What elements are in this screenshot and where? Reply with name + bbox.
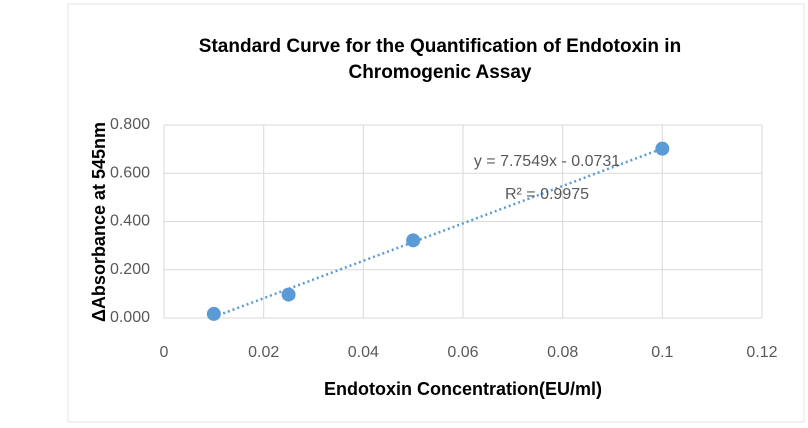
- x-tick-label: 0.1: [651, 344, 673, 361]
- y-tick-label: 0.800: [110, 116, 150, 133]
- trendline-equation: y = 7.7549x - 0.0731: [474, 153, 620, 170]
- x-tick-label: 0.02: [248, 344, 279, 361]
- data-point: [655, 141, 670, 156]
- data-point: [406, 233, 421, 248]
- x-tick-label: 0.06: [447, 344, 478, 361]
- y-tick-label: 0.400: [110, 213, 150, 230]
- y-tick-label: 0.000: [110, 309, 150, 326]
- y-axis-title: ΔAbsorbance at 545nm: [89, 122, 109, 322]
- chart-title: Chromogenic Assay: [348, 62, 531, 83]
- chart-border: [67, 3, 805, 423]
- x-tick-label: 0.04: [348, 344, 379, 361]
- x-tick-label: 0.08: [547, 344, 578, 361]
- x-tick-label: 0: [160, 344, 169, 361]
- data-point: [281, 287, 296, 302]
- r-squared: R² = 0.9975: [505, 186, 589, 203]
- trendline: [213, 147, 663, 319]
- x-tick-label: 0.12: [746, 344, 777, 361]
- x-axis-title: Endotoxin Concentration(EU/ml): [324, 379, 602, 399]
- data-point: [206, 306, 221, 321]
- chart-title: Standard Curve for the Quantification of…: [199, 36, 681, 57]
- y-tick-label: 0.200: [110, 261, 150, 278]
- y-tick-label: 0.600: [110, 164, 150, 181]
